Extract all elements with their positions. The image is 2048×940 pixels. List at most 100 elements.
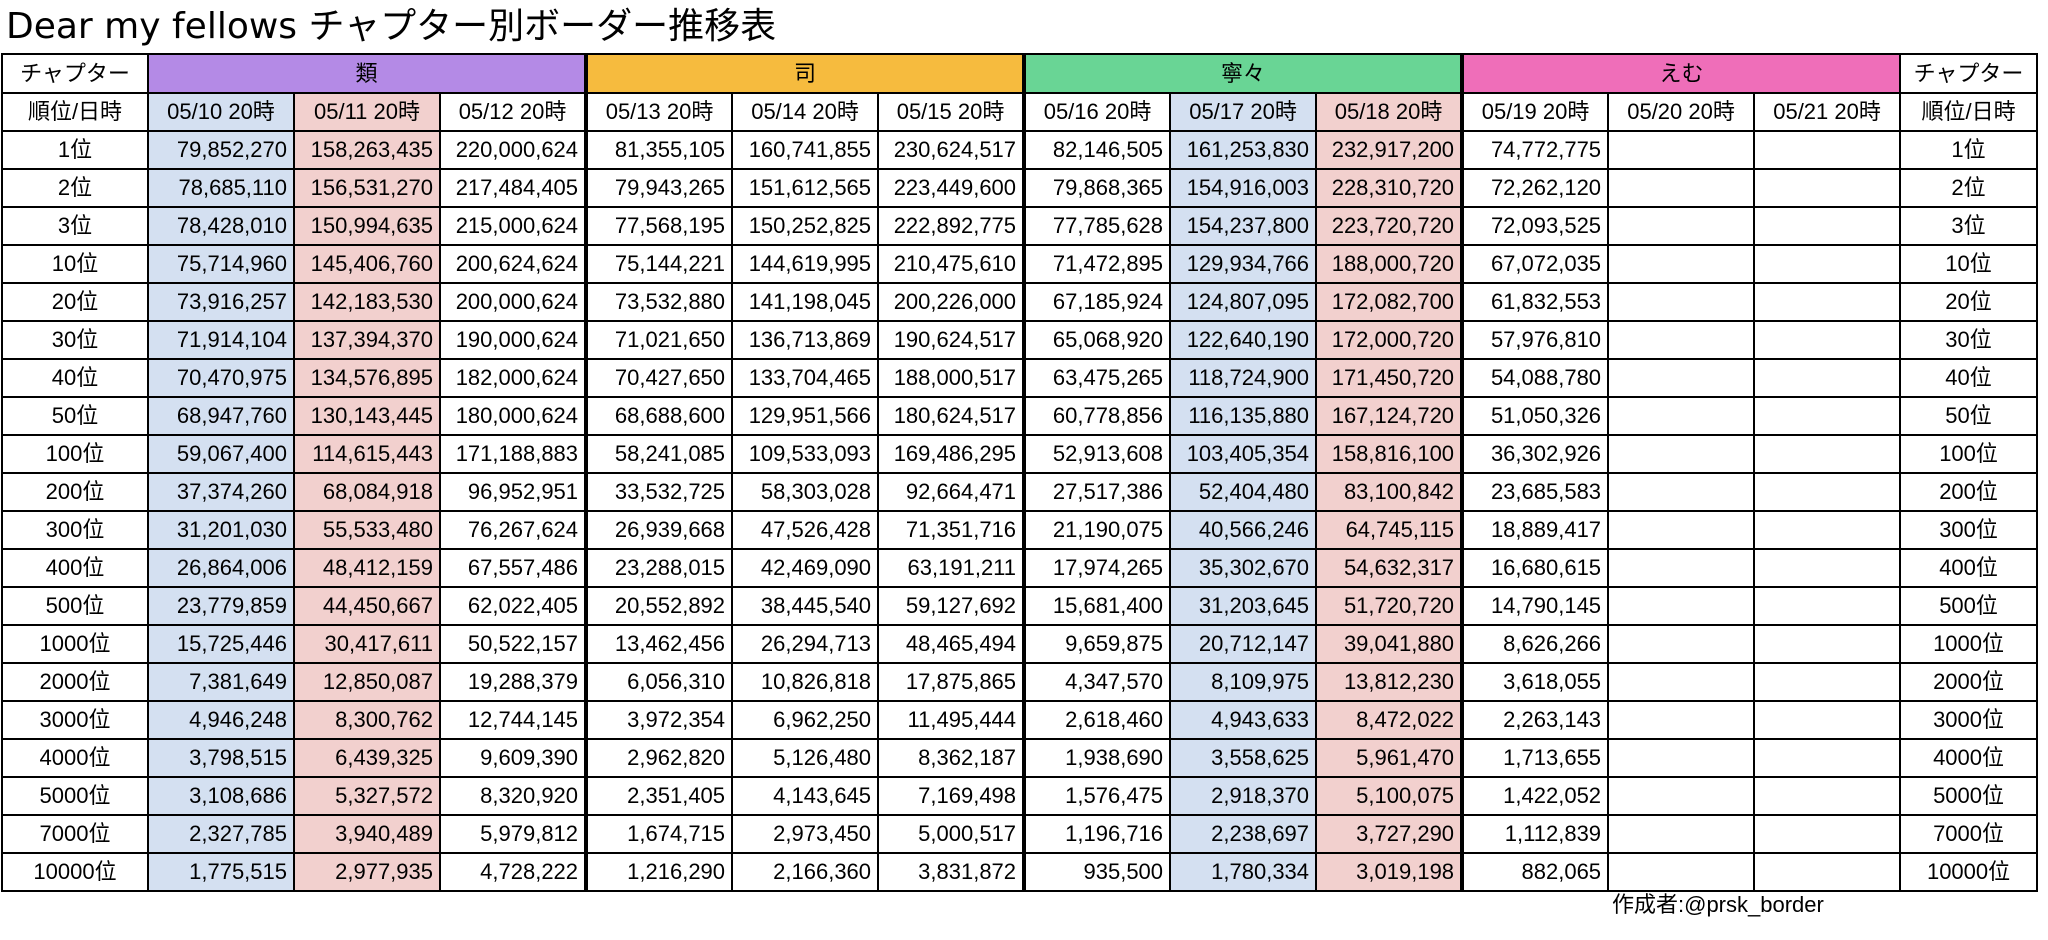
border-value-cell: [1753, 662, 1902, 702]
border-value-cell: 31,203,645: [1169, 586, 1318, 626]
border-value-cell: 6,962,250: [731, 700, 880, 740]
border-value-cell: 62,022,405: [438, 586, 588, 626]
border-value-cell: 71,472,895: [1022, 244, 1172, 284]
border-value-cell: [1607, 206, 1756, 246]
border-value-cell: 14,790,145: [1460, 586, 1610, 626]
border-value-cell: 151,612,565: [731, 168, 880, 208]
border-value-cell: [1607, 130, 1756, 170]
border-value-cell: 77,785,628: [1022, 206, 1172, 246]
rank-label: 4000位: [1, 738, 149, 778]
rank-label: 2位: [1899, 168, 2039, 208]
border-value-cell: 134,576,895: [293, 358, 441, 398]
border-value-cell: 5,961,470: [1315, 738, 1464, 778]
rank-label: 3000位: [1899, 700, 2039, 740]
table-row: 10000位 1,775,515 2,977,935 4,728,222 1,216,2…: [1, 852, 2039, 892]
border-value-cell: 129,934,766: [1169, 244, 1318, 284]
border-value-cell: 42,469,090: [731, 548, 880, 588]
border-value-cell: 114,615,443: [293, 434, 441, 474]
border-value-cell: [1753, 510, 1902, 550]
border-value-cell: [1753, 586, 1902, 626]
border-value-cell: [1753, 738, 1902, 778]
border-value-cell: 70,470,975: [147, 358, 295, 398]
border-value-cell: [1607, 586, 1756, 626]
border-value-cell: 48,412,159: [293, 548, 441, 588]
border-value-cell: 122,640,190: [1169, 320, 1318, 360]
border-value-cell: 13,462,456: [584, 624, 734, 664]
border-value-cell: 73,532,880: [584, 282, 734, 322]
table-row: 500位 23,779,859 44,450,667 62,022,405 20,552…: [1, 586, 2039, 626]
border-value-cell: 8,626,266: [1460, 624, 1610, 664]
rank-label: 300位: [1899, 510, 2039, 550]
border-value-cell: 172,000,720: [1315, 320, 1464, 360]
date-header: 05/14 20時: [731, 92, 880, 132]
border-value-cell: 57,976,810: [1460, 320, 1610, 360]
border-value-cell: 55,533,480: [293, 510, 441, 550]
border-value-cell: 133,704,465: [731, 358, 880, 398]
border-value-cell: 188,000,720: [1315, 244, 1464, 284]
border-value-cell: 2,238,697: [1169, 814, 1318, 854]
border-value-cell: 8,300,762: [293, 700, 441, 740]
border-value-cell: 109,533,093: [731, 434, 880, 474]
table-row: 200位 37,374,260 68,084,918 96,952,951 33,532…: [1, 472, 2039, 512]
border-value-cell: 2,977,935: [293, 852, 441, 892]
border-value-cell: 67,185,924: [1022, 282, 1172, 322]
border-value-cell: 2,351,405: [584, 776, 734, 816]
border-value-cell: [1753, 814, 1902, 854]
border-value-cell: 79,943,265: [584, 168, 734, 208]
border-value-cell: 3,798,515: [147, 738, 295, 778]
border-value-cell: [1753, 244, 1902, 284]
border-value-cell: 17,875,865: [877, 662, 1026, 702]
border-value-cell: 190,624,517: [877, 320, 1026, 360]
border-value-cell: 58,241,085: [584, 434, 734, 474]
border-value-cell: 8,472,022: [1315, 700, 1464, 740]
chapter-header-rui: 類: [146, 53, 588, 94]
rank-label: 200位: [1, 472, 149, 512]
border-value-cell: 154,916,003: [1169, 168, 1318, 208]
border-value-cell: 26,294,713: [731, 624, 880, 664]
table-row: 100位 59,067,400 114,615,443 171,188,883 58,2…: [1, 434, 2039, 474]
border-value-cell: 169,486,295: [877, 434, 1026, 474]
border-value-cell: 161,253,830: [1169, 130, 1318, 170]
border-value-cell: 26,939,668: [584, 510, 734, 550]
rank-label: 20位: [1899, 282, 2039, 322]
border-value-cell: 27,517,386: [1022, 472, 1172, 512]
rank-label: 50位: [1, 396, 149, 436]
border-value-cell: 81,355,105: [584, 130, 734, 170]
rank-label: 1000位: [1, 624, 149, 664]
border-value-cell: 5,000,517: [877, 814, 1026, 854]
border-value-cell: 71,351,716: [877, 510, 1026, 550]
border-value-cell: 47,526,428: [731, 510, 880, 550]
border-value-cell: 1,196,716: [1022, 814, 1172, 854]
border-value-cell: 82,146,505: [1022, 130, 1172, 170]
border-value-cell: 124,807,095: [1169, 282, 1318, 322]
border-value-cell: 180,624,517: [877, 396, 1026, 436]
border-value-cell: 36,302,926: [1460, 434, 1610, 474]
border-value-cell: 79,852,270: [147, 130, 295, 170]
border-value-cell: 68,084,918: [293, 472, 441, 512]
border-value-cell: [1607, 168, 1756, 208]
border-value-cell: 210,475,610: [877, 244, 1026, 284]
border-value-cell: 71,914,104: [147, 320, 295, 360]
border-value-cell: 160,741,855: [731, 130, 880, 170]
border-value-cell: 182,000,624: [438, 358, 588, 398]
chapter-header-tsukasa: 司: [584, 53, 1026, 94]
date-header: 05/17 20時: [1169, 92, 1318, 132]
table-row: 1位 79,852,270 158,263,435 220,000,624 81,355…: [1, 130, 2039, 170]
rank-label: 500位: [1, 586, 149, 626]
border-value-cell: 3,972,354: [584, 700, 734, 740]
rank-date-label-right: 順位/日時: [1899, 92, 2039, 132]
rank-label: 1000位: [1899, 624, 2039, 664]
border-value-cell: 103,405,354: [1169, 434, 1318, 474]
border-value-cell: 12,850,087: [293, 662, 441, 702]
rank-label: 100位: [1899, 434, 2039, 474]
border-value-cell: 51,720,720: [1315, 586, 1464, 626]
border-value-cell: 4,943,633: [1169, 700, 1318, 740]
border-value-cell: 77,568,195: [584, 206, 734, 246]
border-value-cell: 158,816,100: [1315, 434, 1464, 474]
date-header-row: 順位/日時 05/10 20時 05/11 20時 05/12 20時 05/1…: [1, 92, 2039, 132]
border-value-cell: 1,780,334: [1169, 852, 1318, 892]
rank-label: 2000位: [1, 662, 149, 702]
border-value-cell: 1,674,715: [584, 814, 734, 854]
table-row: 5000位 3,108,686 5,327,572 8,320,920 2,351,40…: [1, 776, 2039, 816]
border-value-cell: 75,714,960: [147, 244, 295, 284]
